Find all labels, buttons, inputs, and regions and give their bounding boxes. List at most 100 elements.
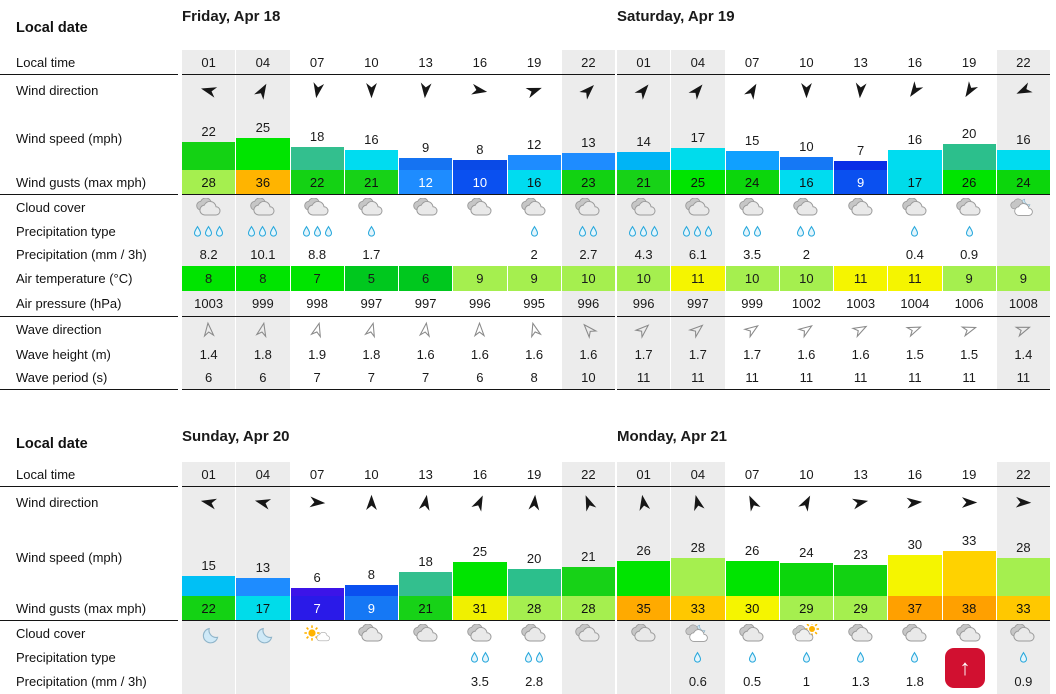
row-temp: 10 11 10 10 11 11 9 9 [617,266,1050,291]
row-wvp: 6 6 7 7 7 6 8 10 [182,366,615,390]
wave-direction-icon [943,317,996,342]
precipitation-type-cell [561,220,615,242]
cloud-cover-icon [453,621,506,646]
air-temperature-cell: 9 [453,266,507,291]
cloud-cover-icon [617,195,671,220]
scroll-to-top-button[interactable]: ↑ [945,648,985,688]
wave-direction-icon [453,317,506,342]
precipitation-type-cell [236,646,290,669]
wind-direction-icon [345,487,398,518]
wind-speed-value: 26 [744,542,760,558]
wave-direction-icon [561,317,615,342]
wind-speed-bar [399,571,453,596]
precipitation-amount-cell [399,669,452,694]
row-pmm: 8.2 10.1 8.8 1.7 2 2.7 [182,242,615,266]
wave-period-cell: 11 [799,370,814,385]
wave-height-cell: 1.7 [617,342,671,366]
wind-speed-value: 9 [422,140,430,156]
wind-gust-cell: 22 [182,596,236,620]
air-pressure-cell: 999 [236,291,290,316]
wind-direction-icon [996,487,1050,518]
local-time-cell: 22 [996,50,1050,74]
day-table-sunday: Sunday, Apr 20 01 04 07 10 13 16 19 22 15 13 6 8 18… [182,426,615,694]
cloud-cover-icon [182,621,236,646]
row-gust: 28 36 22 21 12 10 16 23 [182,170,615,195]
wind-speed-cell: 16 [344,106,398,170]
local-time-cell: 13 [853,466,868,482]
precipitation-type-cell [780,646,833,669]
cloud-cover-icon [399,195,452,220]
wind-speed-bar [182,141,236,170]
wind-speed-bar [779,157,833,170]
precipitation-amount-cell: 0.9 [996,669,1050,694]
wind-direction-icon [726,487,779,518]
precipitation-amount-cell: 4.3 [617,242,671,266]
wind-direction-icon [617,75,671,106]
local-time-cell: 19 [526,466,542,482]
wind-speed-cell: 10 [779,106,833,170]
local-time-cell: 01 [182,50,236,74]
air-pressure-cell: 998 [306,296,328,311]
air-pressure-cell: 1003 [846,296,876,311]
precipitation-type-cell [888,220,941,242]
wind-speed-cell: 24 [779,518,833,596]
wind-speed-cell: 8 [453,106,507,170]
row-wvdir [182,317,615,342]
wind-gust-cell: 36 [236,170,290,194]
wave-period-cell: 7 [422,370,430,385]
precipitation-type-cell [291,220,344,242]
cloud-cover-icon [182,195,236,220]
wave-period-cell: 11 [671,366,725,389]
label-cloud-cover: Cloud cover [16,200,86,215]
wind-direction-icon [236,487,290,518]
rain-drop-icons [693,651,702,664]
row-gust: 22 17 7 9 21 31 28 28 [182,596,615,621]
rain-drop-icons [742,225,762,238]
wave-period-cell: 7 [367,370,375,385]
precipitation-amount-cell [345,669,398,694]
wind-speed-cell: 22 [182,106,236,170]
cloud-cover-icon [671,195,725,220]
wind-direction-icon [561,75,615,106]
wind-speed-cell: 26 [725,518,779,596]
local-time-cell: 07 [309,54,325,70]
rain-drop-icons [628,225,659,238]
local-time-cell: 01 [617,462,671,486]
wind-speed-cell: 15 [182,518,236,596]
local-time-cell: 16 [472,54,488,70]
day-header: Friday, Apr 18 [182,8,281,25]
cloud-cover-icon [561,621,615,646]
row-wvp: 11 11 11 11 11 11 11 11 [617,366,1050,390]
wind-speed-value: 30 [907,537,923,553]
cloud-cover-icon [726,195,779,220]
precipitation-amount-cell: 1.8 [905,674,924,689]
precipitation-type-cell [453,646,506,669]
precipitation-amount-cell: 10.1 [236,242,290,266]
wind-direction-icon [453,487,506,518]
local-time-cell: 13 [853,54,868,70]
precipitation-type-cell [617,220,671,242]
wind-gust-cell: 38 [942,596,996,620]
wind-gust-cell: 10 [453,170,507,194]
wind-speed-cell: 6 [290,518,344,596]
row-pres: 996 997 999 1002 1003 1004 1006 1008 [617,291,1050,317]
label-local-date: Local date [16,20,88,36]
wind-direction-icon [399,487,452,518]
wave-height-cell: 1.5 [960,346,979,362]
label-local-time: Local time [0,50,178,75]
wind-direction-icon [834,75,887,106]
wind-gust-cell: 21 [617,170,671,194]
row-wvh: 1.7 1.7 1.7 1.6 1.6 1.5 1.5 1.4 [617,342,1050,366]
row-speed: 22 25 18 16 9 8 12 13 [182,106,615,170]
wind-speed-cell: 9 [399,106,453,170]
label-wind-direction: Wind direction [16,83,99,98]
row-time: 01 04 07 10 13 16 19 22 [617,462,1050,487]
wind-speed-value: 22 [201,123,216,139]
label-wind-gusts: Wind gusts (max mph) [0,170,178,195]
row-speed: 26 28 26 24 23 30 33 28 [617,518,1050,596]
wind-speed-bar [671,557,725,596]
rain-drop-icons [524,651,544,664]
precipitation-type-cell [453,220,506,242]
air-pressure-cell: 1002 [791,296,821,311]
wind-gust-cell: 29 [779,596,833,620]
